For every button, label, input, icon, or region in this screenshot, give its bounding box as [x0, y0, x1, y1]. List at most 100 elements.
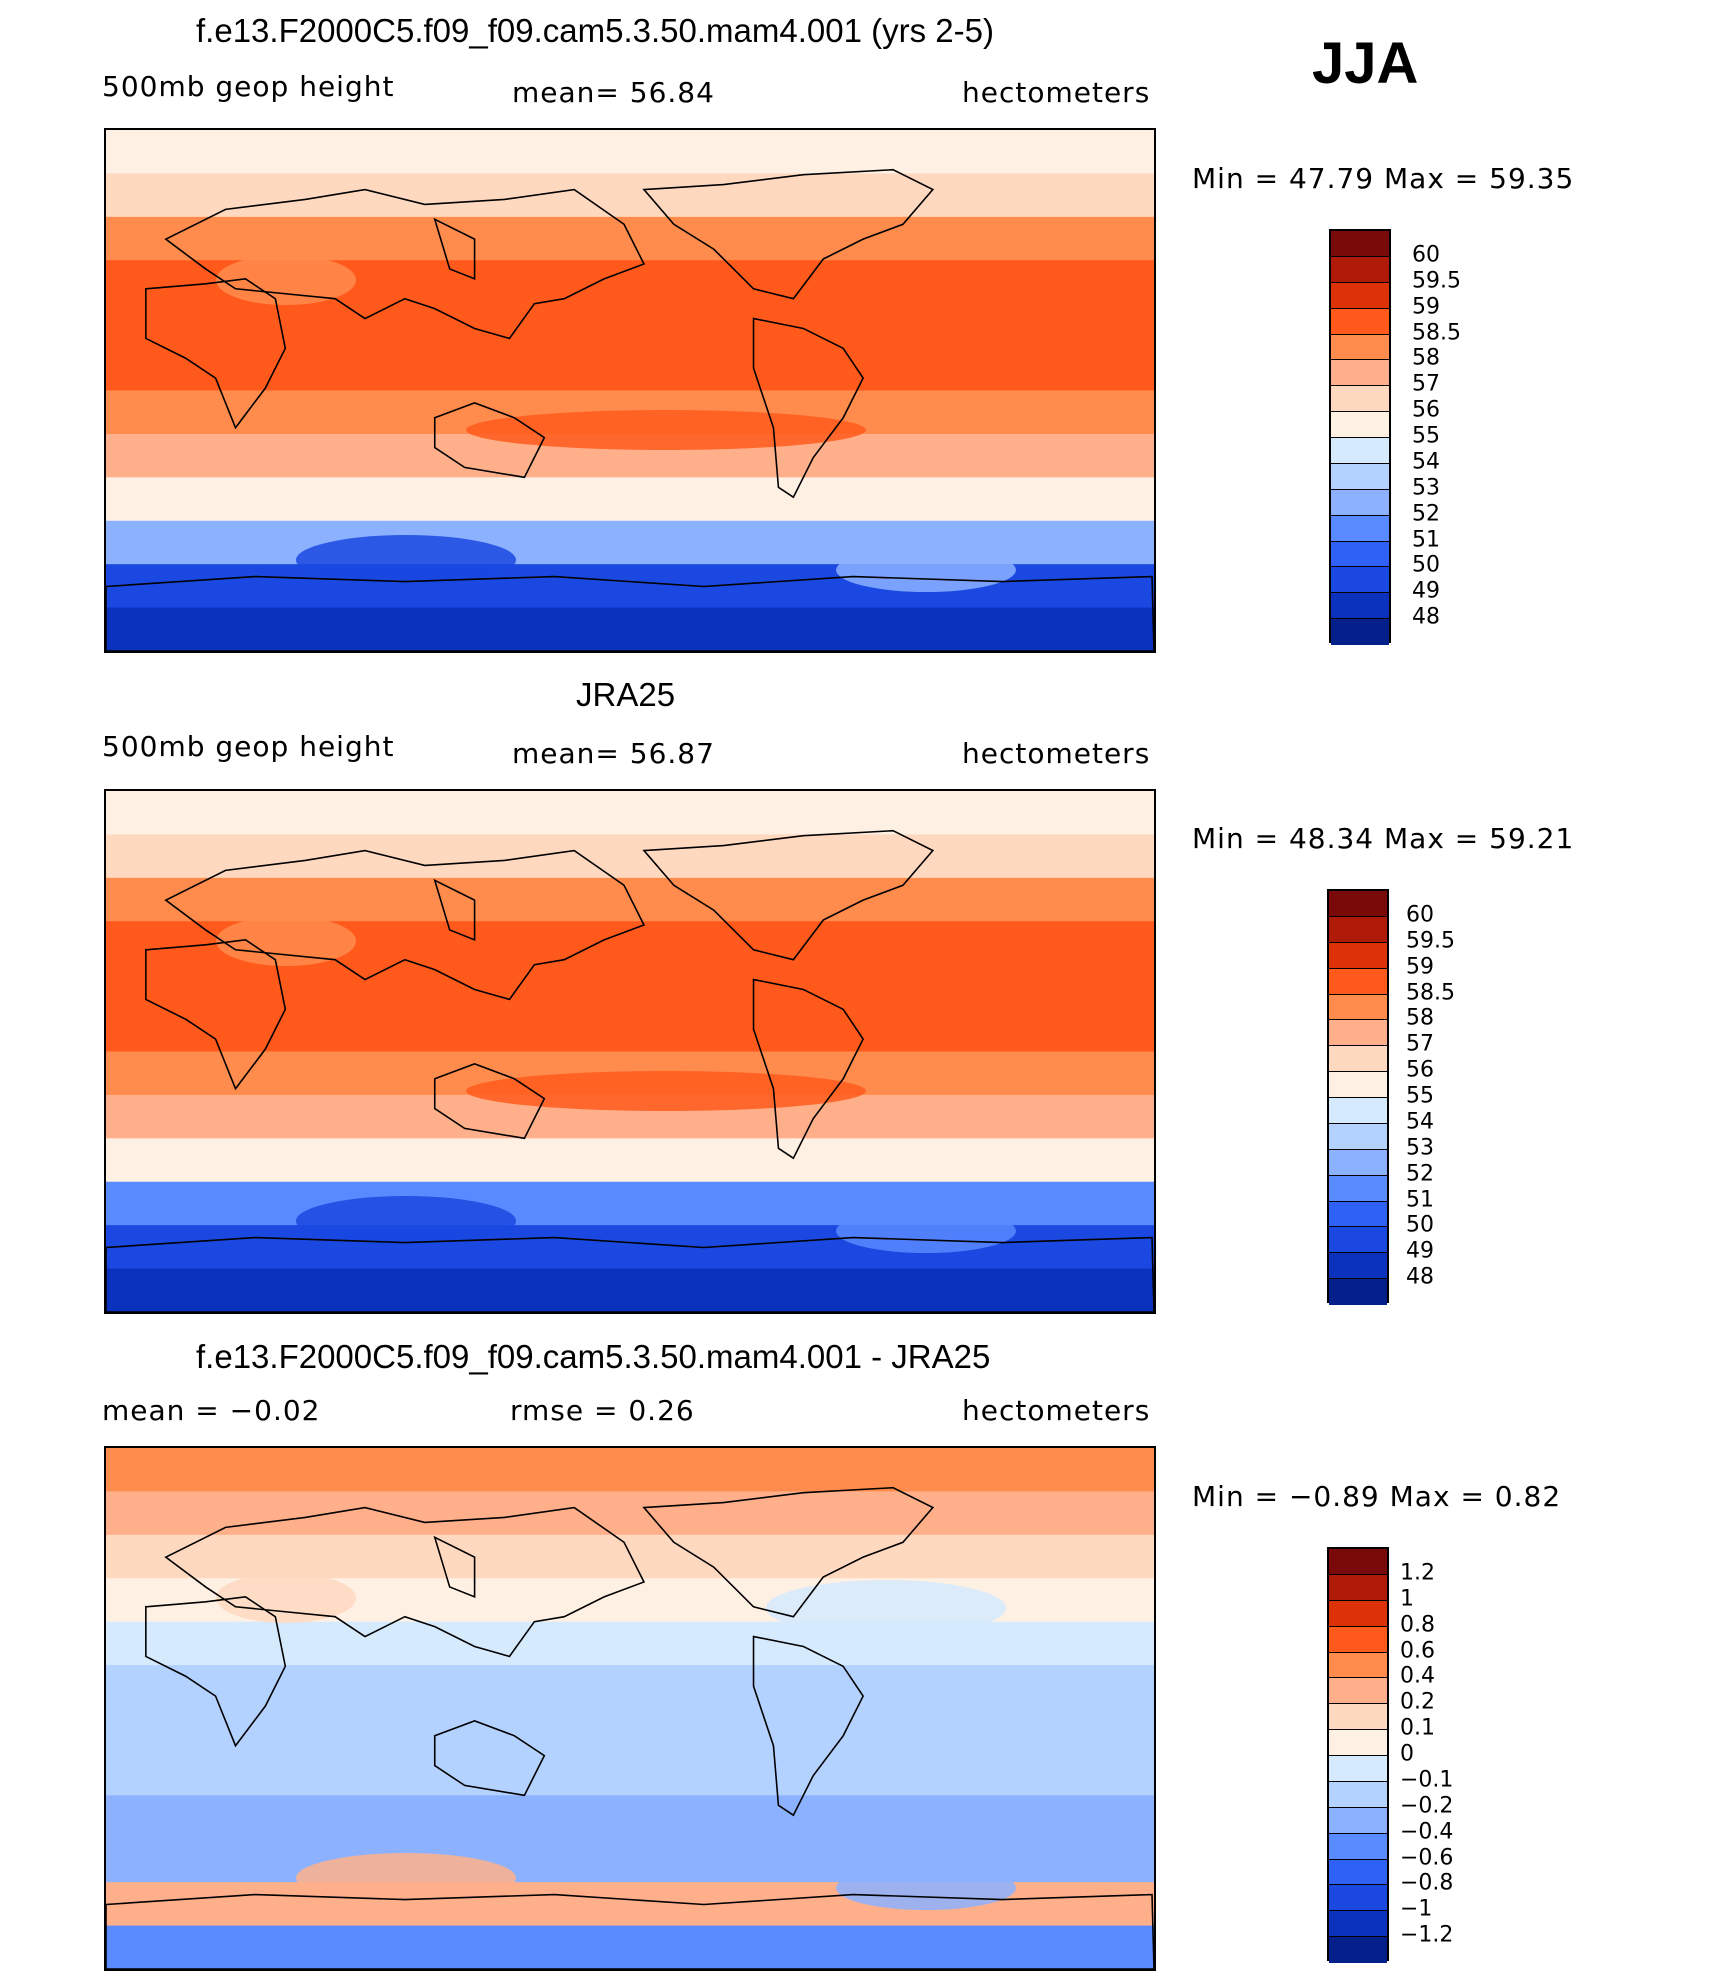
panel2-map — [104, 789, 1156, 1314]
colorbar-swatch — [1329, 1020, 1387, 1047]
colorbar-swatch — [1329, 1807, 1387, 1834]
colorbar-tick-label: −0.1 — [1400, 1767, 1454, 1793]
colorbar-swatch — [1329, 1072, 1387, 1098]
coastline — [164, 849, 646, 1001]
map-band — [106, 1008, 1154, 1053]
colorbar-tick-label: 53 — [1412, 475, 1440, 501]
map-band — [106, 173, 1154, 218]
map-field — [106, 130, 1154, 651]
colorbar-tick-label: −0.6 — [1400, 1845, 1454, 1870]
colorbar-swatch — [1329, 891, 1387, 917]
coastline — [164, 188, 646, 340]
colorbar-tick-label: 48 — [1412, 604, 1440, 630]
colorbar-tick-label: 0.6 — [1400, 1638, 1435, 1663]
panel2-mean-label: mean= 56.87 — [512, 737, 715, 770]
colorbar-swatch — [1329, 1046, 1387, 1073]
coastline — [752, 978, 865, 1160]
coastline — [145, 1596, 287, 1748]
colorbar-tick-label: 56 — [1406, 1057, 1434, 1083]
map-band — [106, 477, 1154, 522]
colorbar-swatch — [1329, 1149, 1387, 1176]
colorbar-tick-label: 59 — [1406, 954, 1434, 980]
colorbar-tick-label: 49 — [1406, 1238, 1434, 1264]
colorbar-swatch — [1331, 360, 1389, 387]
colorbar-tick-label: 56 — [1412, 397, 1440, 423]
map-band — [106, 1138, 1154, 1183]
colorbar-swatch — [1329, 1859, 1387, 1886]
map-anomaly — [766, 1580, 1006, 1636]
panel2-minmax: Min = 48.34 Max = 59.21 — [1192, 822, 1575, 855]
map-anomaly — [766, 262, 1006, 318]
colorbar-swatch — [1329, 1937, 1387, 1963]
colorbar-tick-label: 50 — [1412, 552, 1440, 578]
coastline — [642, 1486, 935, 1618]
colorbar-swatch — [1329, 1678, 1387, 1705]
colorbar-swatch — [1331, 619, 1389, 645]
map-band — [106, 216, 1154, 262]
colorbar-swatch — [1329, 1201, 1387, 1228]
colorbar-tick-label: −0.4 — [1400, 1819, 1454, 1845]
coastline — [642, 829, 935, 961]
map-band — [106, 964, 1154, 1010]
map-band — [106, 1795, 1154, 1840]
map-band — [106, 1665, 1154, 1710]
panel2-left-label: 500mb geop height — [102, 730, 395, 763]
colorbar-swatch — [1331, 438, 1389, 464]
colorbar-swatch — [1329, 1652, 1387, 1679]
season-label: JJA — [1312, 31, 1419, 96]
colorbar-tick-label: 51 — [1406, 1187, 1434, 1212]
colorbar-swatch — [1329, 1227, 1387, 1254]
colorbar-tick-label: 0 — [1400, 1741, 1414, 1767]
colorbar-tick-label: −0.2 — [1400, 1793, 1454, 1819]
map-anomaly — [216, 255, 356, 305]
panel1-colorbar — [1329, 229, 1391, 645]
colorbar-tick-label: 48 — [1406, 1264, 1434, 1290]
coastline — [433, 217, 476, 281]
coastline — [433, 402, 546, 479]
map-anomaly — [836, 1209, 1016, 1253]
colorbar-tick-label: 58.5 — [1412, 320, 1461, 345]
panel2-units-label: hectometers — [962, 737, 1151, 770]
colorbar-swatch — [1329, 1781, 1387, 1808]
colorbar-swatch — [1329, 1279, 1387, 1305]
coastline — [433, 1063, 546, 1140]
map-band — [106, 1491, 1154, 1536]
map-anomaly — [836, 1866, 1016, 1910]
colorbar-swatch — [1329, 1175, 1387, 1202]
map-anomaly — [836, 548, 1016, 592]
panel3-mean-label: mean = −0.02 — [102, 1394, 321, 1427]
colorbar-tick-label: −0.8 — [1400, 1870, 1454, 1896]
map-field — [106, 791, 1154, 1312]
map-field — [106, 1448, 1154, 1969]
panel2-title: JRA25 — [576, 676, 676, 713]
map-band — [106, 607, 1154, 651]
panel1-left-label: 500mb geop height — [102, 70, 395, 103]
map-band — [106, 791, 1154, 836]
colorbar-tick-label: 60 — [1412, 242, 1440, 268]
map-anomaly — [296, 535, 516, 585]
colorbar-tick-label: 59 — [1412, 294, 1440, 320]
colorbar-swatch — [1329, 1756, 1387, 1782]
colorbar-tick-label: 59.5 — [1406, 928, 1455, 954]
colorbar-swatch — [1331, 308, 1389, 335]
map-band — [106, 303, 1154, 349]
colorbar-swatch — [1329, 1626, 1387, 1653]
coastline — [433, 878, 476, 942]
colorbar-tick-label: 55 — [1412, 423, 1440, 449]
panel3-rmse-label: rmse = 0.26 — [510, 1394, 695, 1427]
panel1-mean-label: mean= 56.84 — [512, 76, 715, 109]
panel1-units-label: hectometers — [962, 76, 1151, 109]
map-band — [106, 1925, 1154, 1969]
colorbar-tick-label: 0.4 — [1400, 1663, 1435, 1689]
colorbar-tick-label: 53 — [1406, 1135, 1434, 1161]
colorbar-swatch — [1329, 1600, 1387, 1627]
map-band — [106, 1534, 1154, 1580]
colorbar-swatch — [1329, 1574, 1387, 1601]
panel3-units-label: hectometers — [962, 1394, 1151, 1427]
colorbar-swatch — [1329, 916, 1387, 943]
map-band — [106, 1448, 1154, 1493]
colorbar-swatch — [1329, 1885, 1387, 1912]
map-band — [106, 834, 1154, 879]
colorbar-swatch — [1329, 1911, 1387, 1938]
map-band — [106, 877, 1154, 923]
